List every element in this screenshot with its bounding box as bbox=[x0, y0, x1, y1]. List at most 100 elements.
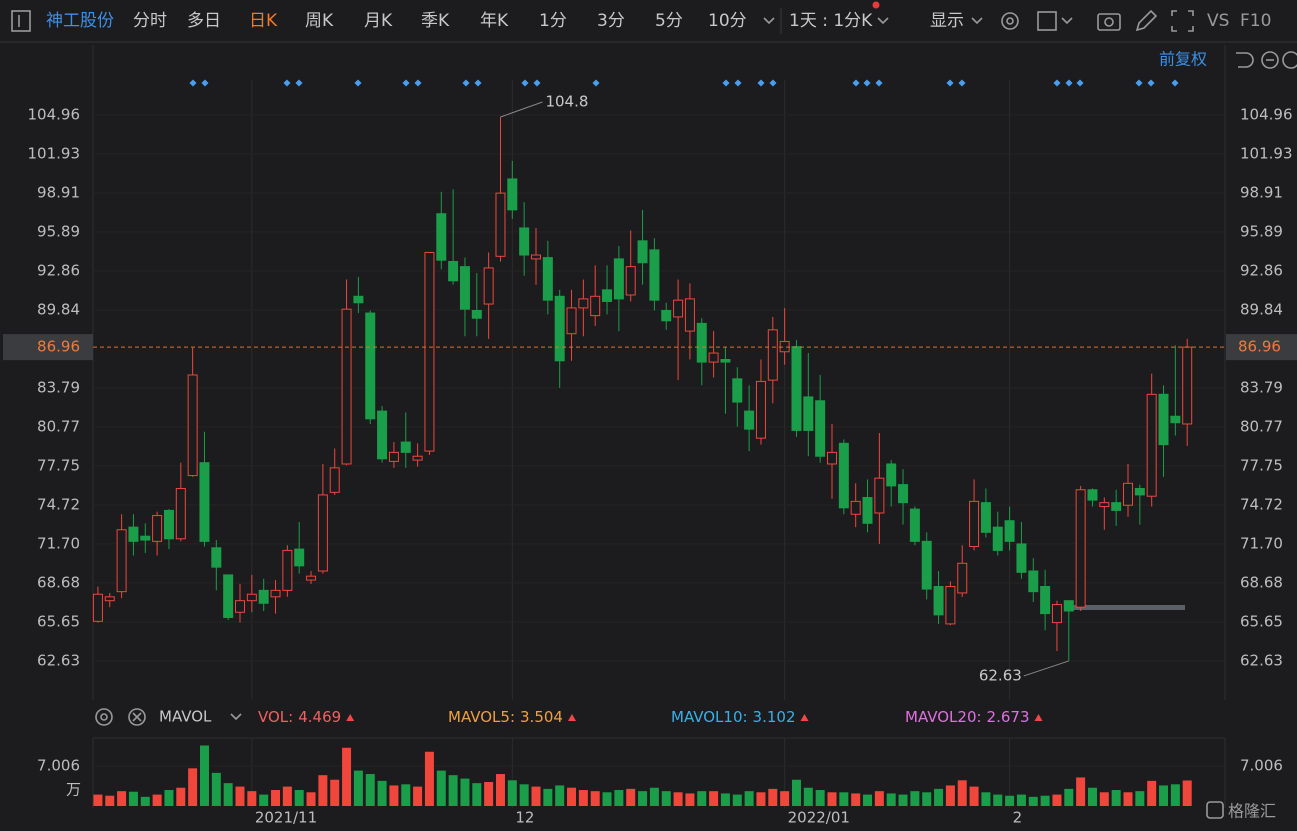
tab-active[interactable]: 日K bbox=[249, 11, 278, 31]
volume-bar bbox=[922, 792, 932, 806]
camera-icon[interactable] bbox=[1097, 13, 1121, 31]
f10-button[interactable]: F10 bbox=[1240, 11, 1271, 31]
candle-body bbox=[400, 441, 411, 453]
candle-body bbox=[554, 295, 565, 362]
display[interactable]: 显示 bbox=[930, 11, 964, 31]
chevron[interactable] bbox=[1061, 17, 1073, 25]
candle-body bbox=[270, 589, 281, 598]
chevron[interactable] bbox=[971, 17, 983, 25]
chevron[interactable] bbox=[877, 17, 889, 25]
watermark-logo bbox=[1206, 801, 1224, 819]
volume-bar bbox=[1111, 790, 1121, 806]
candle-body bbox=[235, 600, 245, 613]
candle-body bbox=[211, 547, 222, 568]
checkbox-icon[interactable] bbox=[1037, 11, 1057, 31]
volume-bar bbox=[117, 791, 127, 806]
y-tick-label: 101.93 bbox=[28, 145, 81, 163]
event-marker bbox=[189, 79, 197, 87]
candle-body bbox=[1051, 604, 1062, 624]
candle-body bbox=[282, 549, 293, 591]
candle-body bbox=[199, 462, 210, 542]
fullscreen-icon[interactable] bbox=[1171, 10, 1194, 32]
candle-body bbox=[306, 575, 317, 581]
tab[interactable]: 月K bbox=[364, 11, 393, 31]
y-tick-label-right: 104.96 bbox=[1240, 105, 1293, 123]
candle-body bbox=[1004, 520, 1015, 542]
y-tick-label-right: 101.93 bbox=[1240, 145, 1293, 163]
chevron[interactable] bbox=[230, 713, 242, 721]
volume-bar bbox=[697, 791, 707, 806]
event-marker bbox=[521, 79, 529, 87]
y-tick-label: 65.65 bbox=[37, 612, 80, 630]
y-tick-label-right: 83.79 bbox=[1240, 379, 1283, 397]
event-marker bbox=[592, 79, 600, 87]
stock-name[interactable]: 神工股份 bbox=[46, 11, 114, 31]
candle-body bbox=[223, 574, 234, 618]
indicator-close[interactable] bbox=[128, 708, 146, 726]
legend-entry: MAVOL10: 3.102 bbox=[671, 708, 796, 726]
volume-bar bbox=[791, 779, 801, 806]
event-marker bbox=[734, 79, 742, 87]
event-marker bbox=[474, 79, 482, 87]
tab[interactable]: 10分 bbox=[708, 11, 747, 31]
pen-icon[interactable] bbox=[1135, 9, 1158, 32]
indicator-settings[interactable] bbox=[95, 708, 113, 726]
tab[interactable]: 5分 bbox=[655, 11, 683, 31]
zoom-out-icon[interactable] bbox=[1261, 51, 1279, 69]
settings-icon[interactable] bbox=[1001, 12, 1019, 30]
volume-bar bbox=[555, 785, 565, 806]
candle-body bbox=[578, 298, 589, 309]
tab[interactable]: 多日 bbox=[187, 11, 221, 31]
tab[interactable]: 年K bbox=[480, 11, 509, 31]
y-tick-label-right: 80.77 bbox=[1240, 417, 1283, 435]
volume-bar bbox=[1087, 787, 1097, 806]
chevron[interactable] bbox=[763, 17, 775, 25]
volume-bar bbox=[294, 790, 304, 806]
volume-bar bbox=[235, 786, 245, 806]
candle-body bbox=[104, 596, 115, 602]
candle-body bbox=[258, 589, 269, 604]
volume-bar bbox=[981, 792, 991, 806]
candle-body bbox=[1028, 570, 1039, 593]
candle-body bbox=[1146, 393, 1157, 497]
volume-bar bbox=[436, 770, 446, 806]
y-tick-label-right: 68.68 bbox=[1240, 573, 1283, 591]
candle-body bbox=[779, 340, 790, 353]
volume-bar bbox=[188, 768, 198, 806]
trend-up-icon bbox=[800, 714, 809, 721]
tab[interactable]: 季K bbox=[421, 11, 450, 31]
candle-body bbox=[566, 307, 577, 335]
volume-bar bbox=[223, 783, 233, 806]
tab[interactable]: 1分 bbox=[539, 11, 567, 31]
annotation: 104.8 bbox=[545, 93, 588, 111]
indicator-name[interactable]: MAVOL bbox=[159, 708, 212, 726]
legend-value: 4.469 bbox=[298, 708, 341, 726]
candle-body bbox=[116, 529, 127, 593]
reset-icon[interactable] bbox=[1236, 52, 1254, 68]
zoom-in-icon[interactable] bbox=[1282, 51, 1297, 69]
volume-bar bbox=[839, 792, 849, 806]
candle-body bbox=[365, 312, 376, 420]
vs-button[interactable]: VS bbox=[1207, 11, 1229, 31]
volume-bar bbox=[720, 793, 730, 806]
tab[interactable]: 3分 bbox=[597, 11, 625, 31]
candle-body bbox=[471, 309, 482, 319]
adjust-mode[interactable]: 前复权 bbox=[1159, 50, 1207, 69]
x-tick-label: 12 bbox=[515, 809, 534, 827]
menu-icon[interactable] bbox=[11, 10, 31, 32]
candle-body bbox=[827, 451, 837, 465]
candle-body bbox=[767, 329, 778, 381]
period[interactable]: 1天 : 1分K bbox=[789, 11, 873, 31]
event-marker bbox=[201, 79, 209, 87]
last-price-label: 86.96 bbox=[37, 338, 80, 356]
y-tick-label-right: 77.75 bbox=[1240, 456, 1283, 474]
tab[interactable]: 分时 bbox=[133, 11, 167, 31]
volume-bar bbox=[993, 794, 1003, 806]
y-tick-label: 95.89 bbox=[37, 222, 80, 240]
candle-body bbox=[661, 309, 672, 322]
candle-body bbox=[969, 500, 980, 548]
tab[interactable]: 周K bbox=[305, 11, 334, 31]
candle-body bbox=[1075, 489, 1086, 608]
